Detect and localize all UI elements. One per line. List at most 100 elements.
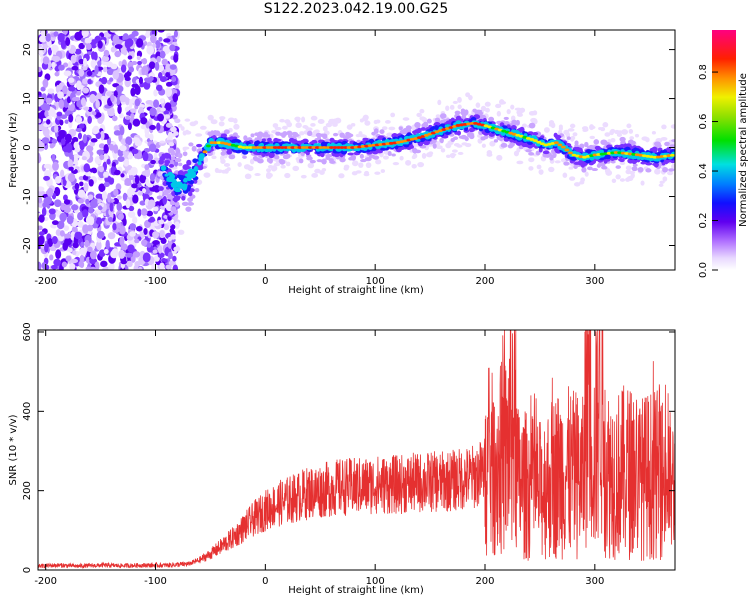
heatmap-ridge-cell xyxy=(310,115,318,121)
heatmap-ridge-cell xyxy=(593,139,600,145)
heatmap-ridge-cell xyxy=(300,174,307,179)
heatmap-ridge-cell xyxy=(588,144,594,150)
heatmap-ridge-peak xyxy=(251,146,257,149)
heatmap-noise-cell xyxy=(113,130,122,136)
heatmap-ridge-cell xyxy=(629,136,635,140)
heatmap-ridge-cell xyxy=(168,142,175,147)
heatmap-noise-cell xyxy=(172,264,179,270)
heatmap-noise-cell xyxy=(87,246,93,253)
heatmap-ridge-cell xyxy=(496,154,503,161)
heatmap-ridge-cell xyxy=(170,183,178,188)
heatmap-noise-cell xyxy=(152,109,157,115)
heatmap-ridge-cell xyxy=(301,116,306,123)
heatmap-noise-cell xyxy=(82,209,89,218)
heatmap-ridge-cell xyxy=(664,141,670,147)
heatmap-ridge-cell xyxy=(363,172,370,177)
heatmap-noise-cell xyxy=(112,115,118,122)
heatmap-noise-cell xyxy=(95,112,102,118)
heatmap-noise-cell xyxy=(148,61,156,70)
heatmap-ridge-cell xyxy=(500,100,507,105)
heatmap-ridge-peak xyxy=(339,146,345,149)
heatmap-ridge-peak xyxy=(325,146,331,149)
heatmap-noise-cell xyxy=(128,205,135,212)
heatmap-noise-cell xyxy=(125,252,133,258)
heatmap-noise-cell xyxy=(51,235,58,245)
heatmap-ridge-cell xyxy=(292,165,300,172)
heatmap-ridge-cell xyxy=(291,131,299,136)
heatmap-ridge-cell xyxy=(569,136,575,142)
heatmap-ridge-cell xyxy=(257,131,264,137)
heatmap-ridge-cell xyxy=(223,163,231,167)
heatmap-noise-cell xyxy=(38,235,45,246)
heatmap-noise-cell xyxy=(63,199,71,205)
heatmap-ridge-cell xyxy=(311,173,319,178)
heatmap-noise-cell xyxy=(135,225,143,232)
heatmap-ridge-cell xyxy=(615,165,621,169)
heatmap-ridge-cell xyxy=(220,158,226,164)
spectrogram-ytick-label: -10 xyxy=(22,188,33,204)
snr-ytick-label: 600 xyxy=(22,322,33,341)
heatmap-ridge-cell xyxy=(351,160,359,167)
heatmap-ridge-cell xyxy=(658,183,664,187)
heatmap-noise-cell xyxy=(156,195,163,200)
heatmap-ridge-cell xyxy=(198,156,204,162)
heatmap-ridge-cell xyxy=(496,110,501,117)
heatmap-ridge-cell xyxy=(284,172,291,179)
heatmap-ridge-cell xyxy=(528,157,535,163)
heatmap-ridge-cell xyxy=(332,132,339,137)
heatmap-ridge-cell xyxy=(176,174,182,179)
heatmap-ridge-cell xyxy=(359,153,364,159)
colorbar: 0.0 0.2 0.4 0.6 0.8 Normalized spectral ampl… xyxy=(698,30,749,278)
heatmap-noise-cell xyxy=(142,252,151,263)
heatmap-ridge-peak xyxy=(206,144,211,148)
heatmap-ridge-cell xyxy=(416,112,422,118)
heatmap-noise-cell xyxy=(77,189,86,198)
heatmap-noise-cell xyxy=(137,208,142,217)
heatmap-noise-cell xyxy=(75,128,83,133)
heatmap-ridge-cell xyxy=(182,146,187,152)
heatmap-ridge-cell xyxy=(654,141,661,146)
heatmap-ridge-cell xyxy=(516,160,524,165)
heatmap-ridge-cell xyxy=(584,171,589,177)
heatmap-noise-cell xyxy=(124,181,132,186)
heatmap-noise-cell xyxy=(57,91,64,99)
heatmap-ridge-cell xyxy=(173,209,178,215)
snr-series xyxy=(38,330,675,570)
heatmap-noise-cell xyxy=(141,239,148,247)
heatmap-noise-cell xyxy=(168,260,177,266)
heatmap-ridge-cell xyxy=(266,168,272,173)
heatmap-ridge-peak xyxy=(564,148,570,152)
heatmap-ridge-cell xyxy=(187,191,193,197)
heatmap-noise-cell xyxy=(38,118,42,124)
heatmap-noise-cell xyxy=(106,158,111,165)
heatmap-ridge-cell xyxy=(177,181,183,186)
heatmap-noise-cell xyxy=(65,37,71,47)
heatmap-noise-cell xyxy=(38,261,42,270)
heatmap-ridge-cell xyxy=(615,174,621,180)
heatmap-noise-cell xyxy=(46,119,51,125)
heatmap-noise-cell xyxy=(54,124,59,133)
heatmap-noise-cell xyxy=(53,258,62,267)
heatmap-noise-cell xyxy=(147,199,156,208)
heatmap-ridge-cell xyxy=(632,163,638,167)
heatmap-noise-cell xyxy=(110,166,116,173)
heatmap-noise-cell xyxy=(127,55,133,60)
heatmap-ridge-peak xyxy=(613,151,619,154)
heatmap-ridge-cell xyxy=(331,143,338,148)
heatmap-noise-cell xyxy=(127,210,136,218)
heatmap-noise-cell xyxy=(65,142,73,153)
heatmap-noise-cell xyxy=(155,84,163,92)
heatmap-ridge-cell xyxy=(542,150,550,155)
snr-xtick-label: -200 xyxy=(34,576,57,587)
heatmap-noise-cell xyxy=(145,30,151,36)
heatmap-noise-cell xyxy=(91,126,100,135)
heatmap-ridge-cell xyxy=(602,122,609,128)
spectrogram-ytick-label: 20 xyxy=(22,43,33,56)
heatmap-ridge-cell xyxy=(604,132,611,137)
heatmap-ridge-cell xyxy=(187,201,195,206)
heatmap-ridge-cell xyxy=(267,165,274,169)
heatmap-ridge-cell xyxy=(413,129,421,134)
heatmap-noise-cell xyxy=(42,56,50,65)
heatmap-noise-cell xyxy=(54,199,62,208)
heatmap-noise-cell xyxy=(161,58,168,66)
